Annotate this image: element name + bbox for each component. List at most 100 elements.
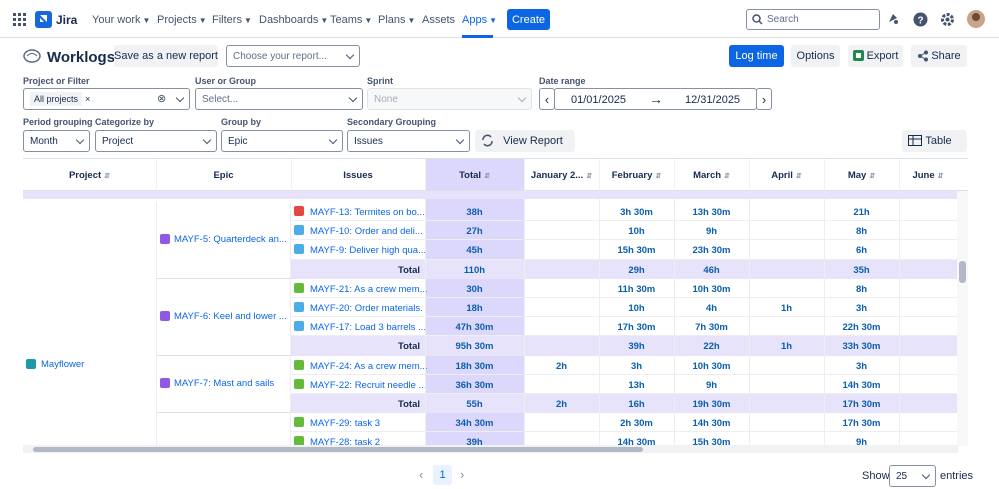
- month-hours[interactable]: 3h: [630, 360, 643, 372]
- month-hours[interactable]: 22h 30m: [842, 322, 881, 334]
- month-hours[interactable]: 10h 30m: [692, 360, 731, 372]
- month-hours[interactable]: 3h 30m: [620, 207, 653, 218]
- search-box[interactable]: Search: [746, 9, 880, 30]
- issue-link[interactable]: MAYF-24: As a crew mem...: [310, 360, 428, 372]
- issue-link[interactable]: MAYF-21: As a crew mem...: [310, 283, 428, 295]
- column-header[interactable]: Issues: [343, 170, 373, 181]
- month-hours[interactable]: 15h 30m: [692, 437, 731, 449]
- user-select[interactable]: Select...: [195, 88, 363, 110]
- jira-logo[interactable]: [35, 11, 52, 28]
- period-select[interactable]: Month: [23, 130, 90, 152]
- issue-link[interactable]: MAYF-10: Order and deli...: [310, 226, 423, 238]
- issue-total[interactable]: 34h 30m: [455, 418, 494, 430]
- page-size[interactable]: 25: [889, 465, 936, 487]
- month-hours[interactable]: 7h 30m: [695, 322, 728, 334]
- month-hours[interactable]: 9h: [855, 437, 868, 449]
- settings[interactable]: [940, 12, 955, 27]
- date-from[interactable]: 01/01/2025: [571, 94, 627, 106]
- issue-total[interactable]: 18h: [466, 303, 483, 314]
- month-hours[interactable]: 23h 30m: [692, 245, 731, 257]
- month-hours[interactable]: 2h: [555, 360, 568, 372]
- issue-total[interactable]: 39h: [466, 437, 483, 449]
- clear[interactable]: ⊗: [157, 93, 167, 105]
- view-report[interactable]: View Report: [475, 130, 575, 152]
- month-hours[interactable]: 11h 30m: [617, 283, 656, 295]
- month-hours[interactable]: 17h 30m: [617, 322, 656, 334]
- share[interactable]: Share: [911, 45, 967, 67]
- month-hours[interactable]: 14h 30m: [692, 418, 731, 430]
- categorize-select[interactable]: Project: [95, 130, 217, 152]
- avatar[interactable]: [967, 10, 985, 28]
- month-hours[interactable]: 14h 30m: [617, 437, 656, 449]
- month-hours[interactable]: 13h: [628, 379, 645, 391]
- secondary-select[interactable]: Issues: [347, 130, 470, 152]
- issue-total[interactable]: 38h: [466, 207, 483, 218]
- log-time[interactable]: Log time: [729, 45, 784, 67]
- date-to[interactable]: 12/31/2025: [685, 94, 741, 106]
- notifications[interactable]: [886, 12, 900, 26]
- month-hours[interactable]: 14h 30m: [842, 379, 881, 391]
- app-switcher[interactable]: [13, 13, 26, 26]
- issue-link[interactable]: MAYF-20: Order materials.: [310, 303, 423, 314]
- issue-total[interactable]: 45h: [466, 245, 483, 257]
- epic-link[interactable]: MAYF-6: Keel and lower ...: [174, 311, 287, 323]
- column-header[interactable]: Total ⇵: [459, 170, 490, 181]
- nav-item[interactable]: Projects ▼: [157, 14, 207, 26]
- nav-item[interactable]: Teams ▼: [330, 14, 373, 26]
- page-button[interactable]: 1: [433, 465, 452, 485]
- issue-total[interactable]: 30h: [466, 283, 483, 295]
- column-header[interactable]: Project ⇵: [68, 170, 111, 181]
- column-header[interactable]: March ⇵: [693, 170, 730, 181]
- create-button[interactable]: Create: [507, 9, 550, 30]
- column-header[interactable]: January 2... ⇵: [530, 170, 593, 181]
- epic-link[interactable]: MAYF-5: Quarterdeck an...: [174, 234, 287, 246]
- month-hours[interactable]: 10h: [628, 226, 645, 238]
- save-report[interactable]: Save as a new report: [114, 45, 218, 67]
- month-hours[interactable]: 3h: [855, 360, 868, 372]
- nav-item[interactable]: Your work ▼: [92, 14, 151, 26]
- issue-total[interactable]: 27h: [466, 226, 483, 238]
- issue-link[interactable]: MAYF-28: task 2: [310, 437, 381, 449]
- month-hours[interactable]: 21h: [853, 207, 870, 218]
- next-page[interactable]: ›: [460, 467, 465, 482]
- issue-link[interactable]: MAYF-17: Load 3 barrels ...: [310, 322, 426, 334]
- issue-link[interactable]: MAYF-22: Recruit needle ...: [310, 379, 427, 391]
- issue-total[interactable]: 18h 30m: [455, 360, 494, 372]
- month-hours[interactable]: 15h 30m: [617, 245, 656, 257]
- month-hours[interactable]: 2h 30m: [620, 418, 653, 430]
- month-hours[interactable]: 4h: [705, 303, 718, 314]
- column-header[interactable]: Epic: [213, 170, 234, 181]
- logo-text[interactable]: Jira: [56, 13, 78, 27]
- prev-range[interactable]: ‹: [539, 88, 555, 110]
- nav-item[interactable]: Dashboards ▼: [259, 14, 329, 26]
- issue-link[interactable]: MAYF-13: Termites on bo...: [310, 207, 425, 218]
- chip-remove[interactable]: ×: [85, 94, 91, 104]
- month-hours[interactable]: 13h 30m: [692, 207, 731, 218]
- issue-link[interactable]: MAYF-9: Deliver high qua...: [310, 245, 426, 257]
- options[interactable]: Options: [791, 45, 840, 67]
- help[interactable]: ?: [913, 12, 928, 27]
- month-hours[interactable]: 8h: [855, 226, 868, 238]
- project-select[interactable]: All projects × ⊗: [23, 88, 190, 110]
- choose-report[interactable]: Choose your report...: [226, 45, 360, 67]
- chip[interactable]: All projects: [30, 92, 83, 106]
- month-hours[interactable]: 6h: [855, 245, 868, 257]
- nav-item[interactable]: Apps ▼: [462, 14, 497, 26]
- month-hours[interactable]: 10h: [628, 303, 645, 314]
- issue-total[interactable]: 36h 30m: [455, 379, 494, 391]
- date-range[interactable]: 01/01/2025 → 12/31/2025: [554, 88, 757, 110]
- nav-item[interactable]: Plans ▼: [378, 14, 416, 26]
- column-header[interactable]: May ⇵: [847, 170, 876, 181]
- next-range[interactable]: ›: [756, 88, 772, 110]
- month-hours[interactable]: 9h: [705, 379, 718, 391]
- epic-link[interactable]: MAYF-7: Mast and sails: [174, 378, 275, 390]
- month-hours[interactable]: 17h 30m: [842, 418, 881, 430]
- project-link[interactable]: Mayflower: [41, 359, 85, 370]
- column-header[interactable]: April ⇵: [771, 170, 802, 181]
- month-hours[interactable]: 10h 30m: [692, 283, 731, 295]
- column-header[interactable]: June ⇵: [912, 170, 944, 181]
- issue-total[interactable]: 47h 30m: [455, 322, 494, 334]
- month-hours[interactable]: 8h: [855, 283, 868, 295]
- month-hours[interactable]: 9h: [705, 226, 718, 238]
- group-select[interactable]: Epic: [221, 130, 343, 152]
